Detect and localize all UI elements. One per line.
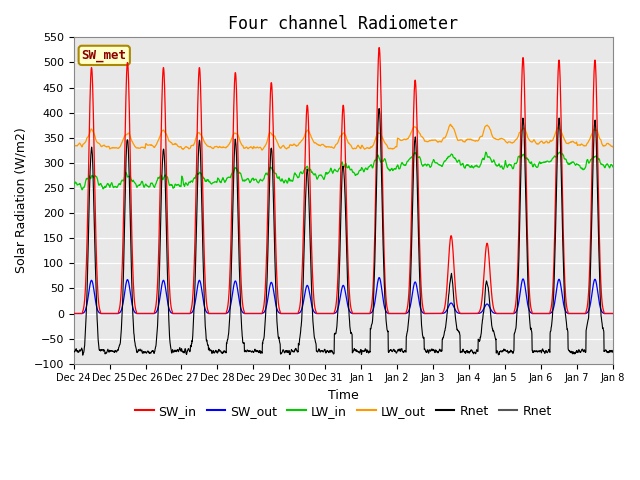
LW_in: [78, 187, 86, 192]
LW_in: [220, 178, 228, 184]
Line: SW_out: SW_out: [74, 277, 613, 313]
LW_out: [258, 147, 266, 153]
LW_in: [562, 156, 570, 162]
SW_out: [561, 308, 569, 313]
LW_in: [500, 164, 508, 169]
LW_out: [220, 144, 228, 150]
Rnet: [79, 352, 86, 358]
LW_out: [371, 138, 378, 144]
Title: Four channel Radiometer: Four channel Radiometer: [228, 15, 458, 33]
SW_in: [220, 311, 228, 316]
Rnet: [371, 268, 378, 274]
Line: LW_out: LW_out: [74, 124, 613, 150]
LW_out: [609, 144, 617, 150]
LW_out: [500, 137, 508, 143]
LW_out: [562, 139, 570, 145]
Rnet: [70, 349, 77, 355]
SW_in: [561, 289, 569, 295]
LW_in: [577, 165, 584, 171]
Rnet: [609, 349, 617, 355]
LW_out: [577, 142, 584, 148]
SW_in: [359, 311, 367, 316]
LW_in: [609, 164, 617, 170]
SW_out: [609, 311, 617, 316]
Rnet: [500, 347, 508, 352]
Line: Rnet: Rnet: [74, 108, 613, 355]
SW_in: [500, 311, 508, 316]
Rnet: [562, 312, 570, 318]
LW_out: [70, 142, 77, 148]
LW_out: [359, 144, 367, 150]
SW_out: [577, 311, 584, 316]
LW_in: [371, 158, 378, 164]
Rnet: [359, 348, 367, 353]
LW_in: [70, 183, 77, 189]
Rnet: [577, 349, 584, 355]
Y-axis label: Solar Radiation (W/m2): Solar Radiation (W/m2): [15, 128, 28, 274]
SW_out: [70, 311, 77, 316]
SW_in: [577, 311, 584, 316]
LW_in: [359, 167, 367, 172]
Line: SW_in: SW_in: [74, 48, 613, 313]
SW_out: [375, 275, 383, 280]
Rnet: [220, 348, 228, 354]
X-axis label: Time: Time: [328, 389, 358, 402]
SW_out: [359, 311, 367, 316]
Line: LW_in: LW_in: [74, 152, 613, 190]
SW_in: [70, 311, 77, 316]
LW_in: [482, 149, 490, 155]
SW_out: [220, 311, 228, 316]
Legend: SW_in, SW_out, LW_in, LW_out, Rnet, Rnet: SW_in, SW_out, LW_in, LW_out, Rnet, Rnet: [130, 400, 557, 423]
SW_in: [609, 311, 617, 316]
SW_out: [371, 302, 378, 308]
Rnet: [375, 106, 383, 111]
Text: SW_met: SW_met: [82, 49, 127, 62]
SW_in: [371, 248, 378, 254]
SW_out: [500, 311, 508, 316]
SW_in: [375, 45, 383, 50]
LW_out: [447, 121, 454, 127]
